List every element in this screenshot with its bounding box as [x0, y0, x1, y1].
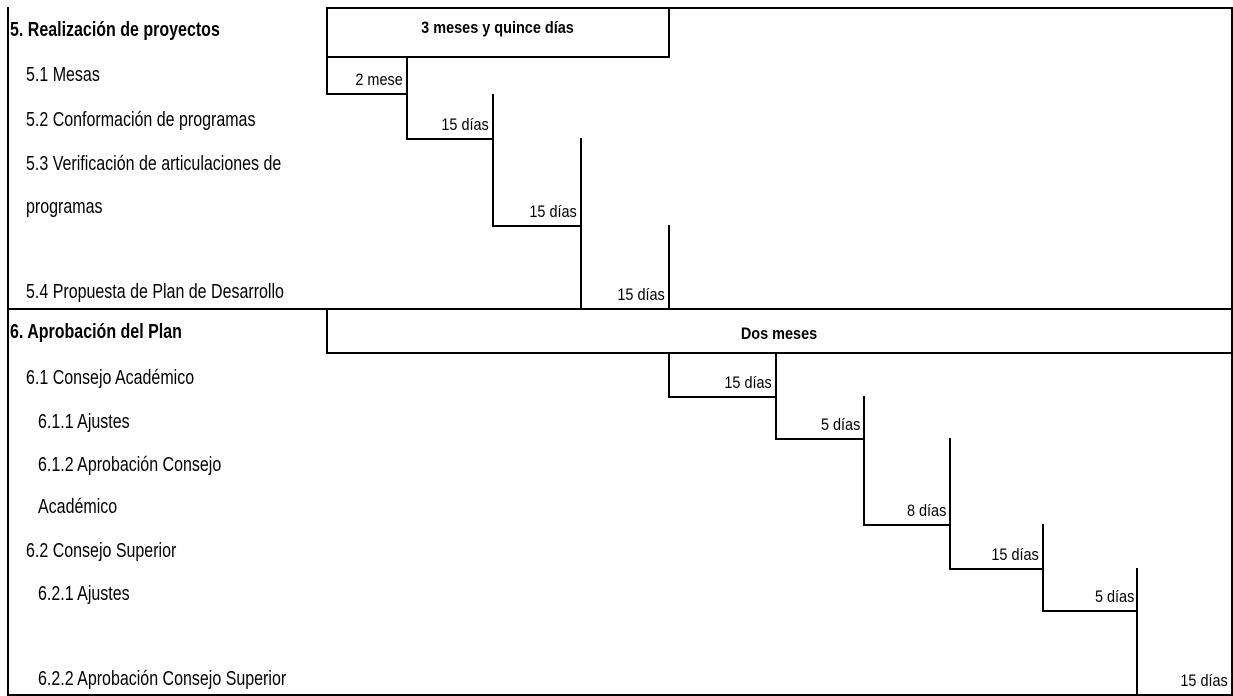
step-line	[580, 138, 582, 309]
step-line	[949, 438, 951, 569]
task-duration: 5 días	[776, 397, 864, 439]
phase-duration: Dos meses	[740, 324, 818, 343]
phase-box-line	[326, 7, 328, 58]
task-duration: 5 días	[1043, 569, 1138, 611]
task-label: 6.2.1 Ajustes	[38, 583, 130, 605]
task-label: 5.3 Verificación de articulaciones de	[26, 153, 282, 175]
step-line	[775, 438, 865, 440]
frame-bottom	[7, 694, 1233, 696]
task-label: 6.1.2 Aprobación Consejo	[38, 454, 222, 476]
step-line	[863, 524, 951, 526]
task-label: 6.2.2 Aprobación Consejo Superior	[38, 668, 287, 690]
task-duration: 15 días	[669, 353, 776, 397]
task-duration: 2 mese	[326, 57, 407, 94]
section-separator	[7, 308, 1233, 310]
task-duration: 15 días	[1138, 611, 1232, 695]
task-label-continued: Académico	[38, 496, 118, 518]
phase-box-line	[326, 7, 669, 9]
task-duration: 15 días	[493, 139, 581, 226]
section-title: 6. Aprobación del Plan	[10, 321, 182, 343]
duration-text: 15 días	[724, 373, 772, 392]
step-line	[668, 352, 670, 397]
step-line	[406, 56, 408, 139]
phase-box-line	[668, 7, 670, 58]
step-line	[668, 225, 670, 309]
task-duration: 15 días	[581, 226, 669, 309]
task-label: 5.2 Conformación de programas	[26, 109, 256, 131]
frame-left	[7, 7, 9, 695]
task-label: 6.1 Consejo Académico	[26, 367, 195, 389]
duration-text: 15 días	[991, 545, 1039, 564]
duration-text: 5 días	[1094, 587, 1134, 606]
task-duration: 15 días	[407, 94, 493, 139]
step-line	[1042, 610, 1138, 612]
phase-duration: 3 meses y quince días	[421, 18, 574, 37]
task-label-continued: programas	[26, 196, 103, 218]
duration-text: 5 días	[820, 415, 860, 434]
duration-text: 15 días	[1180, 671, 1228, 690]
task-duration: 8 días	[864, 439, 950, 525]
step-line	[1136, 568, 1138, 695]
step-line	[1042, 524, 1044, 611]
task-label: 6.2 Consejo Superior	[26, 540, 177, 562]
frame-top	[669, 7, 1233, 9]
duration-text: 15 días	[617, 285, 665, 304]
step-line	[863, 396, 865, 525]
duration-text: 15 días	[529, 202, 577, 221]
step-line	[775, 352, 777, 439]
frame-right	[1231, 7, 1233, 695]
step-line	[492, 94, 494, 226]
duration-text: 15 días	[441, 115, 489, 134]
step-line	[492, 225, 582, 227]
phase-box-line	[326, 308, 328, 354]
step-line	[326, 93, 408, 95]
step-line	[326, 56, 328, 94]
task-duration: 15 días	[950, 525, 1043, 569]
phase-box-line	[326, 352, 1233, 354]
duration-text: 8 días	[906, 501, 946, 520]
duration-text: 2 mese	[355, 70, 403, 89]
task-label: 6.1.1 Ajustes	[38, 411, 130, 433]
phase-box-line	[326, 56, 669, 58]
step-line	[668, 396, 776, 398]
task-label: 5.4 Propuesta de Plan de Desarrollo	[26, 281, 284, 303]
step-line	[949, 568, 1044, 570]
step-line	[406, 138, 494, 140]
task-label: 5.1 Mesas	[26, 64, 100, 86]
section-title: 5. Realización de proyectos	[10, 19, 220, 41]
